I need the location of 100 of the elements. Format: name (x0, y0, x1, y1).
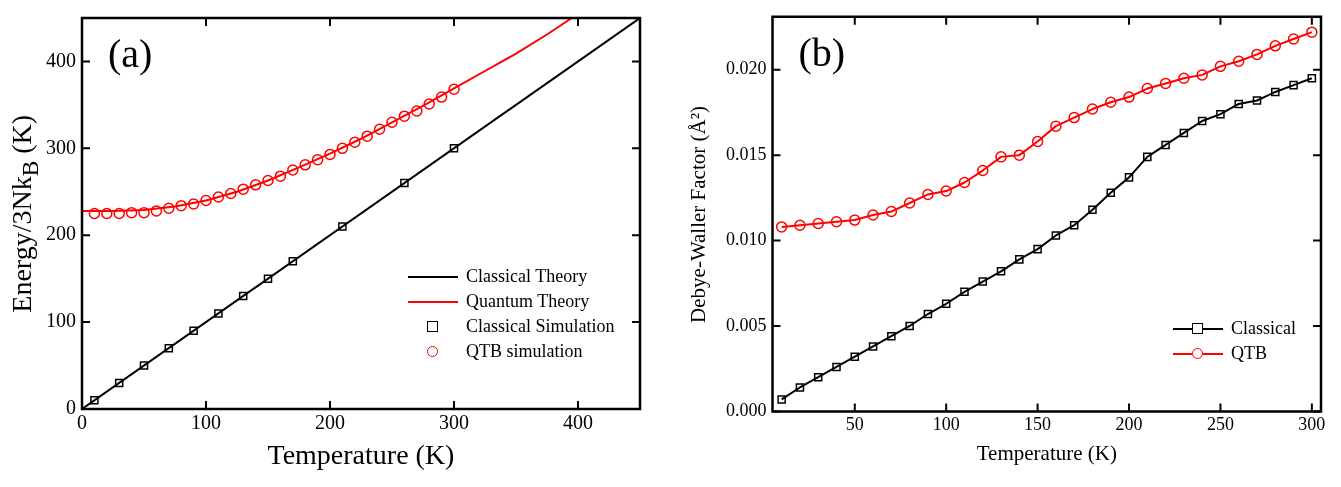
point (338, 222, 347, 231)
point (1307, 74, 1317, 83)
point (1216, 109, 1225, 119)
point (423, 98, 435, 110)
x-axis-title: Temperature (K) (976, 441, 1117, 467)
y-tick-label: 0 (66, 396, 76, 419)
point (336, 142, 349, 155)
point (263, 274, 273, 283)
point (867, 209, 879, 221)
point (1289, 80, 1298, 90)
y-tick-label: 0.015 (726, 143, 767, 164)
point (1050, 120, 1062, 132)
point (1051, 231, 1061, 240)
point (311, 153, 324, 166)
point (1068, 111, 1080, 124)
point (1252, 96, 1262, 105)
point (411, 105, 423, 117)
point (262, 174, 274, 187)
point (225, 187, 237, 200)
point (905, 321, 914, 331)
point (1271, 87, 1280, 97)
point (960, 287, 969, 297)
point (1178, 72, 1190, 85)
point (1033, 244, 1042, 254)
point (868, 342, 878, 351)
point (940, 185, 952, 197)
point (1159, 77, 1172, 90)
point (1069, 220, 1079, 230)
point (237, 183, 249, 195)
point (1197, 116, 1207, 126)
x-tick-label: 250 (1206, 413, 1234, 434)
point (189, 326, 198, 336)
point (448, 83, 460, 95)
x-tick-label: 100 (191, 411, 221, 434)
point (101, 207, 113, 220)
point (238, 291, 248, 301)
point (1269, 40, 1282, 52)
point (996, 267, 1006, 276)
point (812, 217, 824, 230)
point (777, 395, 786, 404)
point (1141, 82, 1154, 95)
point (1143, 152, 1152, 162)
point (200, 194, 212, 207)
point (887, 331, 896, 341)
point (903, 197, 916, 209)
point (349, 136, 361, 148)
y-tick-label: 0.010 (726, 229, 767, 250)
x-tick-label: 100 (932, 413, 960, 434)
point (1287, 33, 1300, 45)
point (958, 176, 971, 189)
point (795, 383, 805, 392)
x-tick-label: 200 (315, 411, 345, 434)
x-tick-label: 200 (1115, 413, 1143, 434)
point (1161, 140, 1170, 150)
point (1251, 48, 1263, 61)
point (212, 191, 225, 203)
y-tick-label: 100 (46, 309, 76, 332)
y-tick-label: 0.005 (726, 314, 767, 335)
y-tick-label: 0.020 (726, 58, 767, 79)
x-tick-label: 300 (1298, 413, 1326, 434)
point (849, 214, 861, 226)
point (400, 178, 409, 188)
point (1123, 91, 1135, 103)
point (114, 378, 124, 388)
point (88, 207, 101, 220)
legend-label: QTB (1231, 343, 1267, 365)
point (373, 123, 386, 135)
point (139, 361, 149, 370)
point (1013, 149, 1026, 161)
point (1179, 128, 1189, 138)
point (1104, 96, 1117, 108)
point (922, 188, 934, 201)
annotation: (b) (798, 28, 846, 76)
point (249, 179, 262, 191)
y-tick-label: 300 (46, 135, 76, 158)
point (850, 352, 860, 362)
point (214, 309, 223, 318)
point (1031, 135, 1044, 148)
y-axis-title: Debye-Waller Factor (Å²) (685, 105, 711, 323)
y-tick-label: 0.000 (726, 400, 767, 421)
point (813, 372, 823, 382)
point (1106, 188, 1116, 198)
point (324, 148, 336, 161)
point (386, 116, 398, 129)
point (1234, 99, 1244, 109)
y-tick-label: 400 (46, 48, 76, 71)
x-axis-title: Temperature (K) (267, 439, 455, 471)
point (885, 205, 898, 218)
point (164, 343, 174, 353)
x-tick-label: 150 (1024, 413, 1052, 434)
legend-label: Quantum Theory (466, 291, 590, 312)
point (1086, 103, 1099, 115)
legend-label: Classical Theory (466, 266, 588, 287)
point (1306, 26, 1318, 38)
point (299, 159, 311, 171)
point (398, 110, 411, 122)
point (361, 130, 373, 142)
point (995, 151, 1007, 163)
point (923, 309, 933, 319)
point (274, 170, 287, 182)
